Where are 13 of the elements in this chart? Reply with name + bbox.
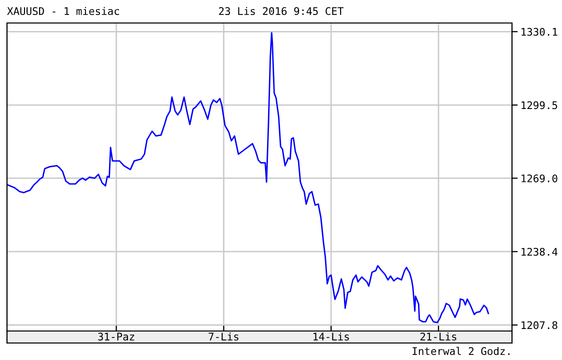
y-tick-label: 1330.1 — [522, 28, 558, 36]
x-tick-label: 31-Paz — [98, 332, 134, 341]
text: Interwal 2 Godz. — [412, 346, 510, 356]
chart-subtitle: 23 Lis 2016 9:45 CET — [219, 6, 344, 16]
y-tick-label: 1299.5 — [522, 101, 558, 110]
x-tick-label: 7-Lis — [208, 332, 238, 341]
y-tick-label: 1269.0 — [522, 174, 558, 182]
x-tick-label: 14-Lis — [314, 332, 349, 341]
chart-title: XAUUSD - 1 miesiac — [7, 6, 120, 16]
y-tick-label: 1207.8 — [522, 321, 558, 330]
x-tick-label: 21-Lis — [420, 332, 456, 341]
y-tick-label: 1238.4 — [522, 248, 558, 256]
line-series — [7, 32, 490, 324]
